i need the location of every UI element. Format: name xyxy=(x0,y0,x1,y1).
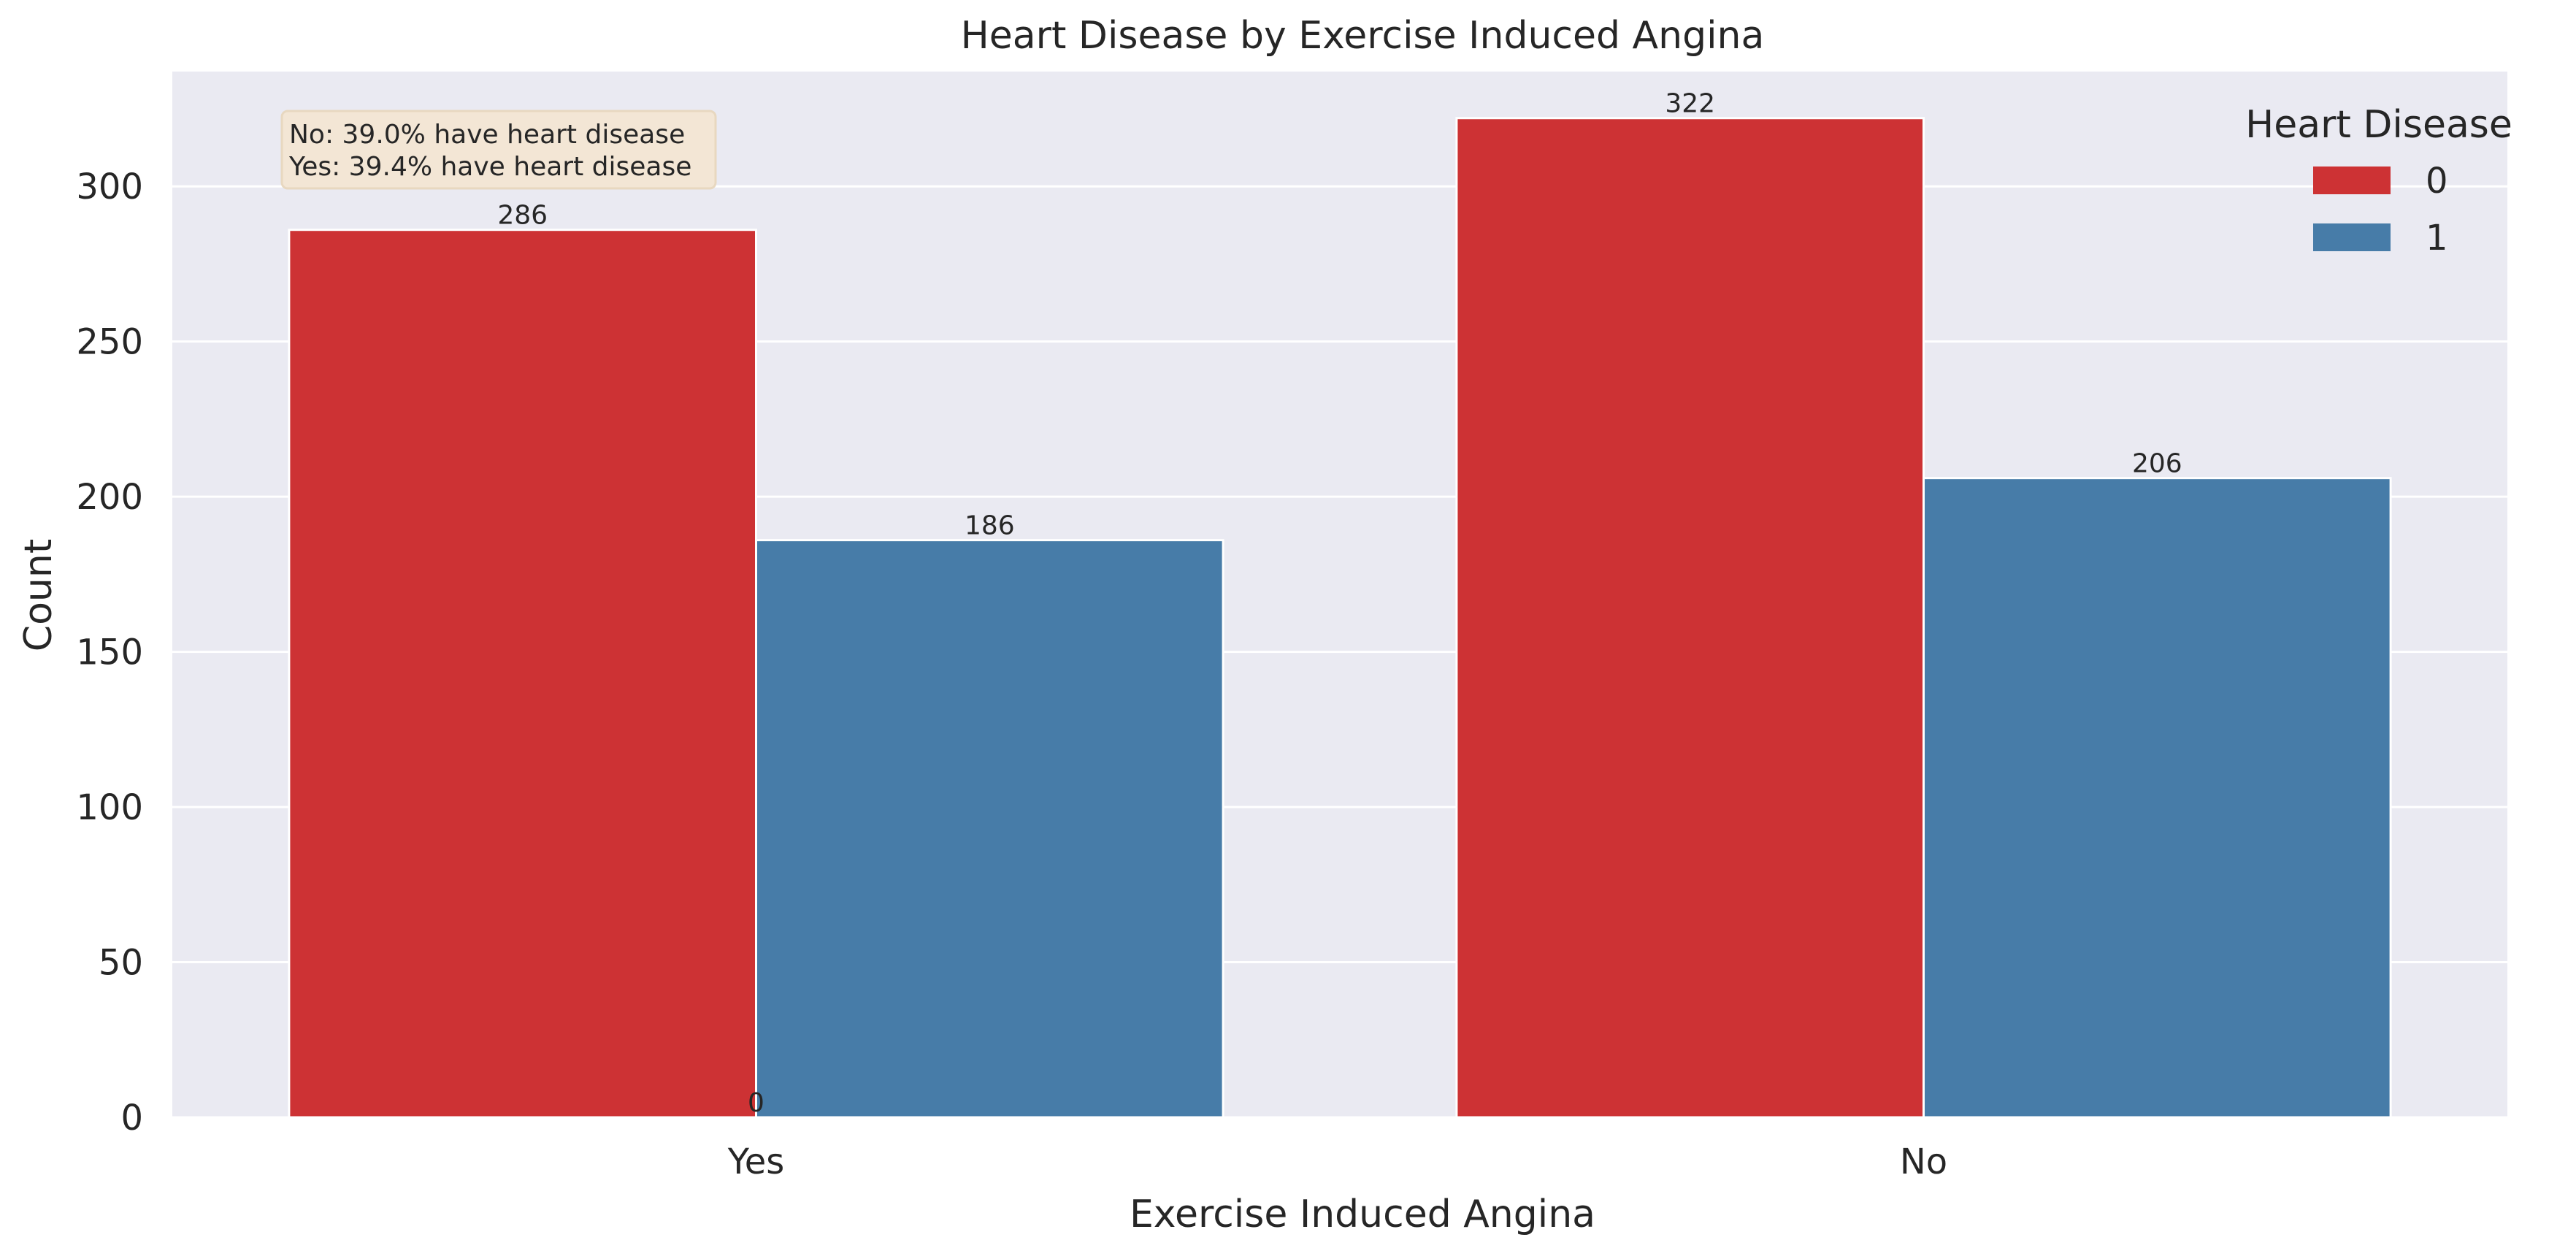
bar-value-label: 322 xyxy=(1665,89,1715,119)
bar-no-0 xyxy=(1455,117,1925,1119)
annotation-box: No: 39.0% have heart disease Yes: 39.4% … xyxy=(280,110,717,190)
y-tick-label: 0 xyxy=(120,1098,143,1139)
legend: Heart Disease 0 1 xyxy=(2245,103,2512,259)
bars xyxy=(288,117,2392,1119)
bar-value-label: 206 xyxy=(2132,449,2182,479)
y-tick-label: 250 xyxy=(76,322,143,363)
bar-value-label: 286 xyxy=(497,201,548,231)
annotation-line-1: No: 39.0% have heart disease xyxy=(289,120,685,150)
bar-value-label-zero: 0 xyxy=(748,1088,764,1118)
legend-swatch-1 xyxy=(2313,223,2391,251)
y-tick-label: 150 xyxy=(76,632,143,673)
bar-value-label: 186 xyxy=(965,511,1015,541)
legend-title: Heart Disease xyxy=(2245,103,2512,147)
annotation-line-2: Yes: 39.4% have heart disease xyxy=(288,152,691,182)
legend-label-1: 1 xyxy=(2426,218,2448,259)
x-tick-label: Yes xyxy=(727,1141,784,1182)
x-tick-labels: Yes No xyxy=(727,1141,1947,1182)
legend-label-0: 0 xyxy=(2426,161,2448,202)
chart-title: Heart Disease by Exercise Induced Angina xyxy=(961,14,1765,58)
legend-swatch-0 xyxy=(2313,167,2391,194)
annotation-background xyxy=(280,110,717,190)
y-tick-label: 100 xyxy=(76,787,143,828)
bar-no-1 xyxy=(1923,477,2392,1119)
y-tick-label: 50 xyxy=(99,943,143,984)
bar-yes-0 xyxy=(288,229,757,1119)
y-axis-label: Count xyxy=(17,539,61,651)
x-axis-label: Exercise Induced Angina xyxy=(1130,1193,1595,1236)
x-tick-label: No xyxy=(1900,1141,1947,1182)
y-tick-label: 300 xyxy=(76,167,143,207)
bar-yes-1 xyxy=(755,539,1224,1119)
y-tick-labels: 0 50 100 150 200 250 300 xyxy=(76,167,143,1139)
bar-value-labels: 286 186 322 206 0 xyxy=(497,89,2182,1118)
y-tick-label: 200 xyxy=(76,477,143,518)
